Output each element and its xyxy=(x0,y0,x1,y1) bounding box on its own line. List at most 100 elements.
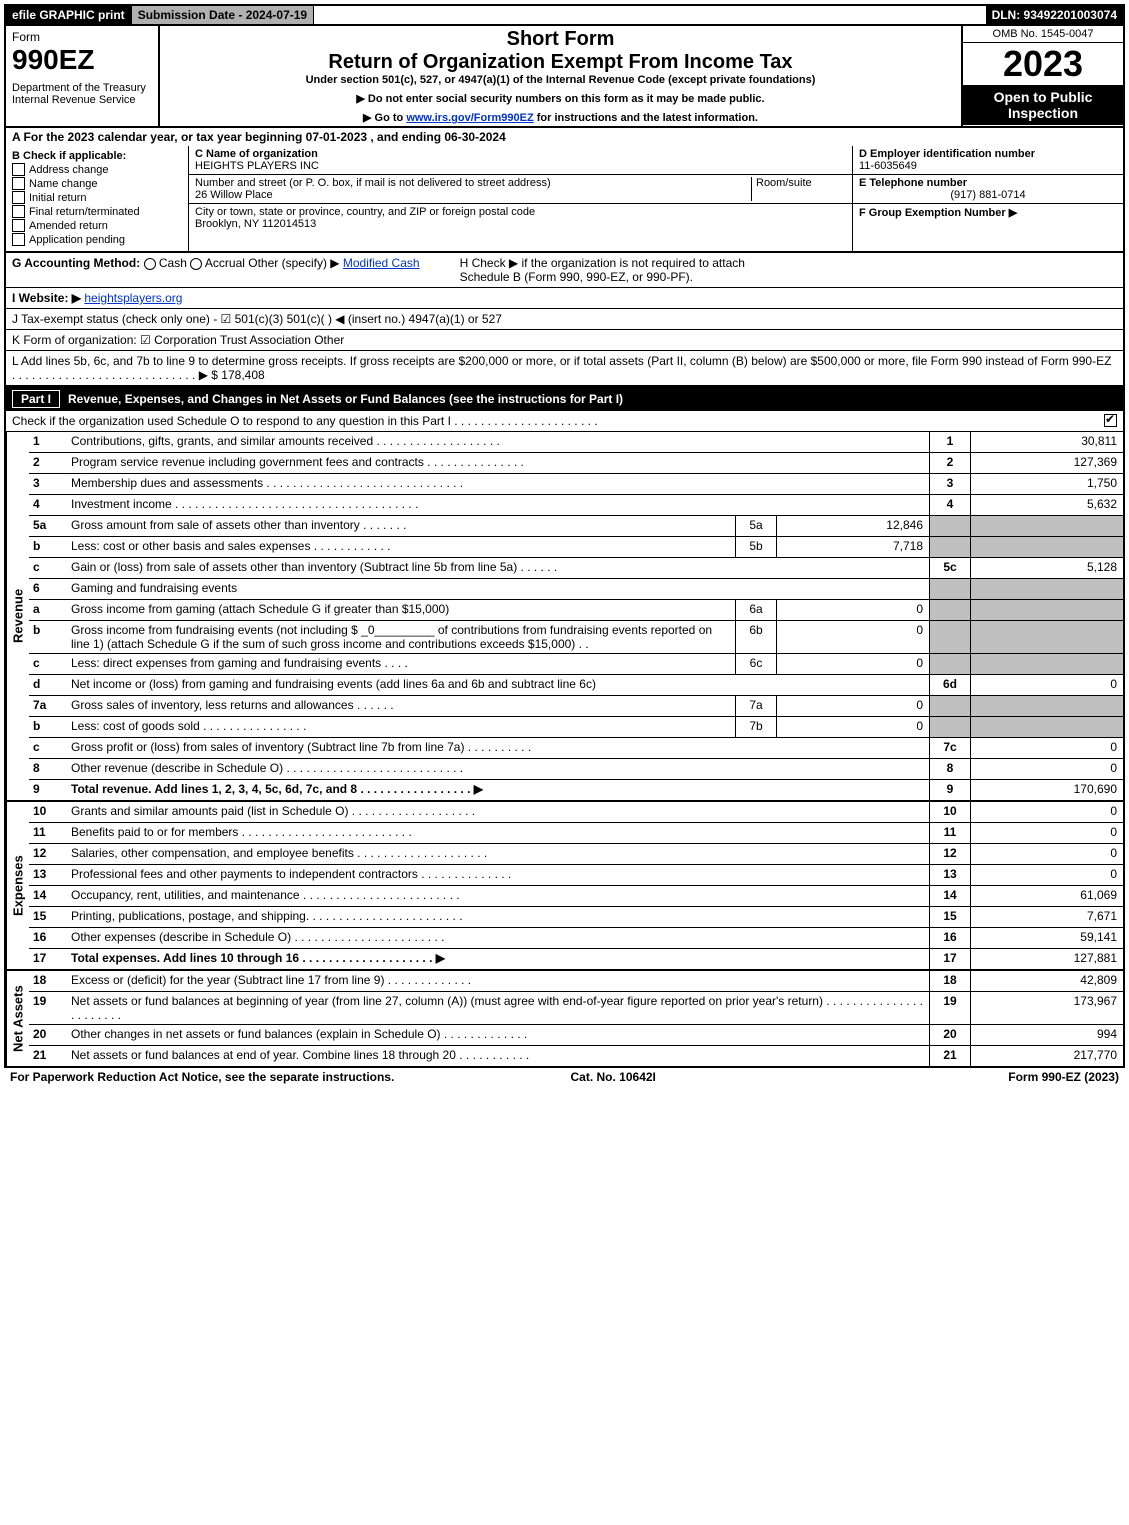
row-rnum: 6d xyxy=(929,675,971,695)
row-num: 9 xyxy=(29,780,67,800)
row-value: 61,069 xyxy=(971,886,1123,906)
row-rnum: 2 xyxy=(929,453,971,473)
row-value: 30,811 xyxy=(971,432,1123,452)
efile-print[interactable]: efile GRAPHIC print xyxy=(6,6,132,24)
row-rnum: 17 xyxy=(929,949,971,969)
ein-value: 11-6035649 xyxy=(859,160,917,172)
row-desc: Total revenue. Add lines 1, 2, 3, 4, 5c,… xyxy=(67,780,929,800)
street-address: 26 Willow Place xyxy=(195,189,273,201)
cb-final-return[interactable]: Final return/terminated xyxy=(12,205,182,218)
row-rnum: 20 xyxy=(929,1025,971,1045)
row-value: 5,632 xyxy=(971,495,1123,515)
row-value: 0 xyxy=(971,738,1123,758)
row-desc: Contributions, gifts, grants, and simila… xyxy=(67,432,929,452)
row-num: b xyxy=(29,717,67,737)
label-addr: Number and street (or P. O. box, if mail… xyxy=(195,177,551,189)
line-i: I Website: ▶ heightsplayers.org xyxy=(4,288,1125,309)
sub-value: 0 xyxy=(777,621,929,653)
row-desc: Benefits paid to or for members . . . . … xyxy=(67,823,929,843)
website-link[interactable]: heightsplayers.org xyxy=(84,291,182,305)
cb-application-pending[interactable]: Application pending xyxy=(12,233,182,246)
row-rnum: 19 xyxy=(929,992,971,1024)
instr-goto: ▶ Go to www.irs.gov/Form990EZ for instru… xyxy=(168,111,953,124)
sub-num: 6a xyxy=(735,600,777,620)
line-g-h: G Accounting Method: Cash Accrual Other … xyxy=(4,253,1125,288)
row-value: 0 xyxy=(971,823,1123,843)
row-value: 127,369 xyxy=(971,453,1123,473)
radio-accrual[interactable] xyxy=(190,258,202,270)
gray-cell xyxy=(929,696,971,716)
schedule-o-checkbox[interactable] xyxy=(1104,414,1117,427)
revenue-section: Revenue 1Contributions, gifts, grants, a… xyxy=(4,432,1125,802)
gray-cell xyxy=(971,537,1123,557)
row-rnum: 5c xyxy=(929,558,971,578)
gray-cell xyxy=(929,654,971,674)
gross-receipts-value: 178,408 xyxy=(221,368,264,382)
row-num: 15 xyxy=(29,907,67,927)
gray-cell xyxy=(971,600,1123,620)
row-desc: Other revenue (describe in Schedule O) .… xyxy=(67,759,929,779)
submission-date: Submission Date - 2024-07-19 xyxy=(132,6,314,24)
instr-goto-pre: ▶ Go to xyxy=(363,112,406,124)
row-num: 17 xyxy=(29,949,67,969)
form-number: 990EZ xyxy=(12,44,152,76)
sub-num: 6c xyxy=(735,654,777,674)
row-num: 20 xyxy=(29,1025,67,1045)
telephone: (917) 881-0714 xyxy=(859,189,1117,201)
dln: DLN: 93492201003074 xyxy=(986,6,1123,24)
row-value: 127,881 xyxy=(971,949,1123,969)
gray-cell xyxy=(929,717,971,737)
footer-formref: Form 990-EZ (2023) xyxy=(1008,1070,1119,1084)
row-num: 19 xyxy=(29,992,67,1024)
row-num: 5a xyxy=(29,516,67,536)
gray-cell xyxy=(929,579,971,599)
gray-cell xyxy=(929,621,971,653)
cb-amended-return[interactable]: Amended return xyxy=(12,219,182,232)
row-desc: Program service revenue including govern… xyxy=(67,453,929,473)
row-desc: Gross profit or (loss) from sales of inv… xyxy=(67,738,929,758)
row-desc: Excess or (deficit) for the year (Subtra… xyxy=(67,971,929,991)
row-rnum: 1 xyxy=(929,432,971,452)
form-header: Form 990EZ Department of the Treasury In… xyxy=(4,26,1125,126)
group-exemption: F Group Exemption Number ▶ xyxy=(853,204,1123,221)
org-name: HEIGHTS PLAYERS INC xyxy=(195,160,319,172)
cb-initial-return[interactable]: Initial return xyxy=(12,191,182,204)
row-num: 3 xyxy=(29,474,67,494)
row-desc: Gross income from gaming (attach Schedul… xyxy=(67,600,735,620)
row-rnum: 7c xyxy=(929,738,971,758)
room-suite-label: Room/suite xyxy=(752,177,846,201)
gray-cell xyxy=(929,600,971,620)
top-bar: efile GRAPHIC print Submission Date - 20… xyxy=(4,4,1125,26)
row-num: c xyxy=(29,738,67,758)
cb-name-change[interactable]: Name change xyxy=(12,177,182,190)
box-d-e-f: D Employer identification number 11-6035… xyxy=(852,146,1123,251)
label-c: C Name of organization xyxy=(195,148,318,160)
part-i-title: Revenue, Expenses, and Changes in Net As… xyxy=(68,392,623,406)
gray-cell xyxy=(971,621,1123,653)
omb-number: OMB No. 1545-0047 xyxy=(963,26,1123,43)
expenses-section: Expenses 10Grants and similar amounts pa… xyxy=(4,802,1125,971)
row-desc: Gross amount from sale of assets other t… xyxy=(67,516,735,536)
sub-num: 5a xyxy=(735,516,777,536)
row-num: 12 xyxy=(29,844,67,864)
row-desc: Gain or (loss) from sale of assets other… xyxy=(67,558,929,578)
row-desc: Net income or (loss) from gaming and fun… xyxy=(67,675,929,695)
row-desc: Net assets or fund balances at beginning… xyxy=(67,992,929,1024)
radio-cash[interactable] xyxy=(144,258,156,270)
line-h: H Check ▶ if the organization is not req… xyxy=(460,256,780,284)
cb-address-change[interactable]: Address change xyxy=(12,163,182,176)
sub-value: 7,718 xyxy=(777,537,929,557)
row-num: 10 xyxy=(29,802,67,822)
form-word: Form xyxy=(12,30,152,44)
row-rnum: 4 xyxy=(929,495,971,515)
vlabel-revenue: Revenue xyxy=(6,432,29,800)
short-form-label: Short Form xyxy=(168,28,953,51)
irs-link[interactable]: www.irs.gov/Form990EZ xyxy=(406,112,533,124)
accounting-method-value[interactable]: Modified Cash xyxy=(343,256,420,270)
row-desc: Salaries, other compensation, and employ… xyxy=(67,844,929,864)
row-value: 7,671 xyxy=(971,907,1123,927)
sub-num: 7b xyxy=(735,717,777,737)
row-rnum: 3 xyxy=(929,474,971,494)
gray-cell xyxy=(971,579,1123,599)
row-desc: Other changes in net assets or fund bala… xyxy=(67,1025,929,1045)
